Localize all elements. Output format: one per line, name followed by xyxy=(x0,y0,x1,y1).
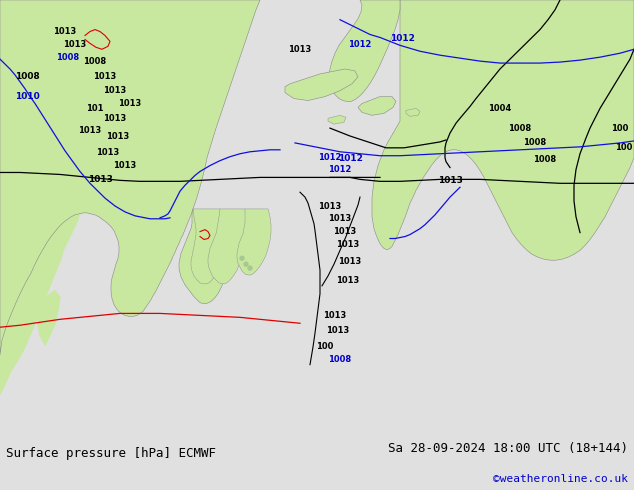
Text: 100: 100 xyxy=(616,144,633,152)
Text: 1013: 1013 xyxy=(437,176,462,185)
Text: 1013: 1013 xyxy=(119,99,141,108)
Polygon shape xyxy=(329,0,400,101)
Circle shape xyxy=(440,150,446,156)
Text: 1008: 1008 xyxy=(524,138,547,147)
Polygon shape xyxy=(179,209,224,304)
Text: 100: 100 xyxy=(611,123,629,133)
Text: 1012: 1012 xyxy=(390,34,415,44)
Polygon shape xyxy=(208,209,248,284)
Text: 1008: 1008 xyxy=(56,52,79,62)
Polygon shape xyxy=(237,209,271,275)
Text: Sa 28-09-2024 18:00 UTC (18+144): Sa 28-09-2024 18:00 UTC (18+144) xyxy=(387,442,628,455)
Polygon shape xyxy=(38,291,60,345)
Text: 1010: 1010 xyxy=(15,92,40,101)
Text: 1013: 1013 xyxy=(113,161,136,170)
Text: 1013: 1013 xyxy=(333,227,356,236)
Text: 1013: 1013 xyxy=(339,257,361,266)
Circle shape xyxy=(437,143,443,149)
Text: 1012: 1012 xyxy=(337,154,363,163)
Polygon shape xyxy=(328,115,346,124)
Text: 1012: 1012 xyxy=(318,153,342,162)
Text: 1004: 1004 xyxy=(488,104,512,113)
Text: 1013: 1013 xyxy=(103,86,127,95)
Text: 1008: 1008 xyxy=(84,57,107,66)
Circle shape xyxy=(431,127,437,133)
Polygon shape xyxy=(372,0,634,260)
Text: 1013: 1013 xyxy=(327,326,349,335)
Polygon shape xyxy=(191,209,225,284)
Text: 1012: 1012 xyxy=(328,165,352,174)
Text: 1013: 1013 xyxy=(93,73,117,81)
Text: 1013: 1013 xyxy=(87,175,112,184)
Polygon shape xyxy=(0,0,155,394)
Text: 1013: 1013 xyxy=(96,148,120,157)
Circle shape xyxy=(240,256,244,260)
Polygon shape xyxy=(285,69,358,100)
Polygon shape xyxy=(358,97,396,115)
Text: 1013: 1013 xyxy=(79,125,101,135)
Text: 1013: 1013 xyxy=(337,240,359,249)
Text: 1008: 1008 xyxy=(533,155,557,164)
Text: 1013: 1013 xyxy=(103,114,127,123)
Text: 101: 101 xyxy=(86,104,104,113)
Polygon shape xyxy=(0,0,260,355)
Text: 100: 100 xyxy=(316,343,333,351)
Text: 1013: 1013 xyxy=(323,311,347,320)
Circle shape xyxy=(427,120,433,126)
Text: 1013: 1013 xyxy=(328,214,352,223)
Text: 1008: 1008 xyxy=(15,73,40,81)
Circle shape xyxy=(244,262,248,266)
Text: 1013: 1013 xyxy=(318,202,342,212)
Circle shape xyxy=(248,266,252,270)
Text: 1012: 1012 xyxy=(348,40,372,49)
Text: 1013: 1013 xyxy=(288,45,312,54)
Text: Surface pressure [hPa] ECMWF: Surface pressure [hPa] ECMWF xyxy=(6,447,216,460)
Text: 1013: 1013 xyxy=(107,131,129,141)
Circle shape xyxy=(434,135,440,141)
Text: 1013: 1013 xyxy=(53,27,77,36)
Polygon shape xyxy=(406,108,420,116)
Text: 1013: 1013 xyxy=(63,40,87,49)
Text: ©weatheronline.co.uk: ©weatheronline.co.uk xyxy=(493,474,628,484)
Text: 1008: 1008 xyxy=(508,123,531,133)
Text: 1013: 1013 xyxy=(337,276,359,285)
Text: 1008: 1008 xyxy=(328,355,352,364)
